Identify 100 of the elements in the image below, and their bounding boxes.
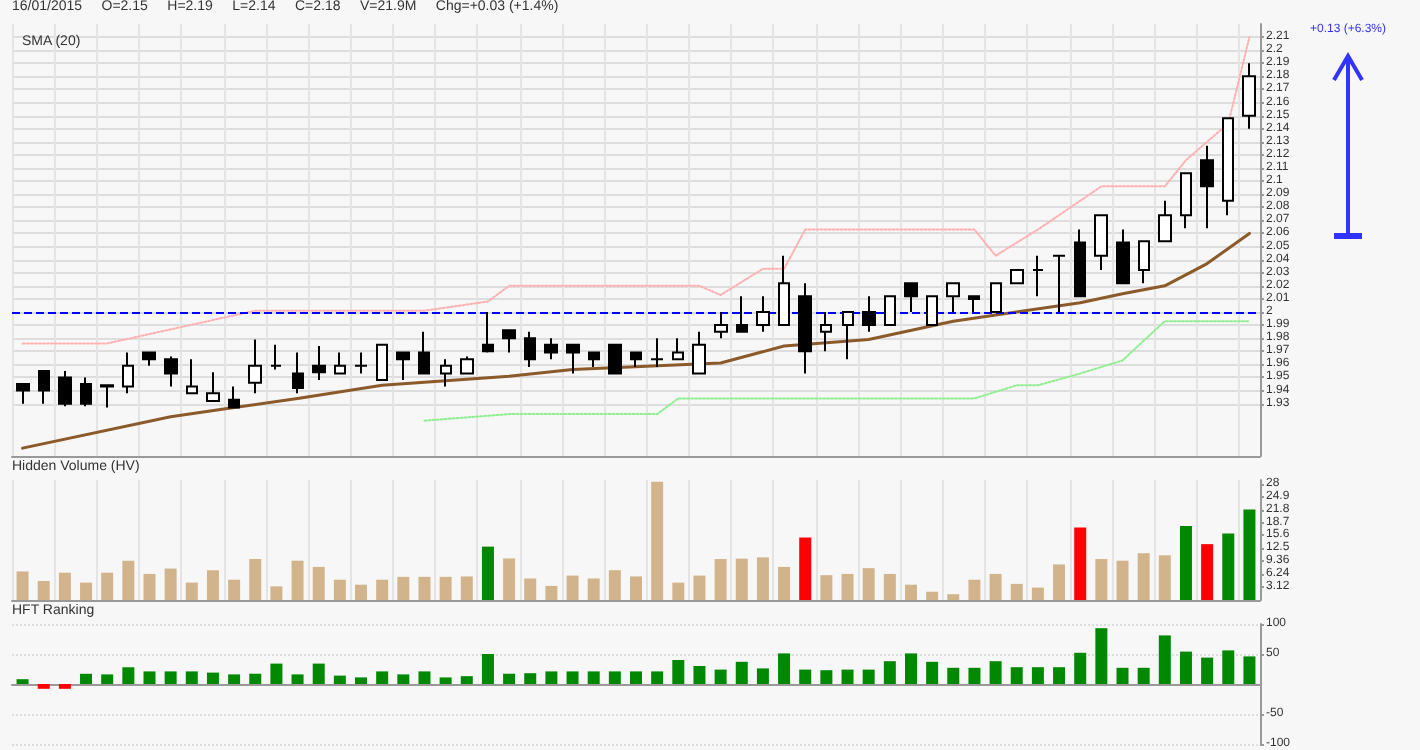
bar [672, 582, 685, 600]
bar [1074, 652, 1087, 684]
bar [397, 674, 410, 684]
bar [756, 668, 769, 684]
bar [460, 676, 473, 684]
candlestick [756, 295, 770, 333]
bar [1158, 635, 1171, 684]
candlestick [1158, 199, 1172, 243]
bar [291, 674, 304, 684]
bar [481, 546, 494, 600]
bar [862, 669, 875, 684]
bar [58, 572, 71, 600]
bar [1243, 656, 1256, 684]
bar [545, 585, 558, 600]
bar [503, 558, 516, 600]
bar [228, 579, 241, 600]
bar [1095, 628, 1108, 684]
bar [693, 666, 706, 684]
bar [164, 671, 177, 684]
candlestick [38, 369, 50, 405]
bar [80, 673, 93, 684]
candlestick [692, 330, 706, 375]
bar [206, 672, 219, 684]
candlestick [58, 369, 72, 408]
candlestick [248, 338, 262, 395]
candlestick [862, 295, 876, 333]
candlestick [630, 351, 642, 368]
bar [735, 661, 748, 684]
candlestick [1074, 228, 1086, 298]
bar [1053, 564, 1066, 600]
candlestick [1116, 228, 1130, 285]
bar [524, 578, 537, 600]
line-series [423, 320, 1251, 422]
candlestick [122, 351, 134, 395]
bar [524, 673, 537, 684]
bar [1222, 533, 1235, 600]
bar [228, 674, 241, 684]
bar [1116, 667, 1129, 684]
bar [333, 579, 346, 600]
bar [968, 579, 981, 600]
bar [1137, 553, 1150, 600]
candlestick [842, 311, 854, 361]
bar [143, 573, 156, 600]
candlestick [376, 343, 388, 382]
bar [566, 671, 579, 684]
bar [1179, 525, 1192, 600]
candlestick [714, 311, 728, 340]
bar [968, 667, 981, 684]
bar [820, 670, 833, 684]
bar [460, 576, 473, 600]
bar [1095, 559, 1108, 600]
candlestick [440, 358, 452, 388]
bar [185, 671, 198, 684]
bar [355, 677, 368, 684]
candlestick [524, 330, 536, 368]
candlestick [1010, 269, 1024, 285]
bar [883, 661, 896, 684]
bar [249, 673, 262, 684]
bar [735, 558, 748, 600]
bar [587, 578, 600, 600]
candlestick [1052, 254, 1066, 313]
candlestick [820, 311, 832, 353]
candlestick [460, 355, 474, 375]
candlestick [1222, 117, 1234, 217]
bar [503, 673, 516, 684]
candlestick [798, 282, 812, 375]
candlestick [1242, 62, 1256, 130]
candlestick [142, 351, 156, 367]
bar [333, 675, 346, 684]
candlestick [1138, 240, 1150, 285]
candlestick [1180, 172, 1192, 230]
bar [1179, 651, 1192, 684]
candlestick [100, 384, 114, 409]
candlestick [672, 337, 684, 361]
bar [1031, 667, 1044, 684]
line-series [21, 36, 1251, 345]
bar [439, 576, 452, 600]
bar [693, 575, 706, 600]
candlestick [502, 329, 516, 354]
line-series [21, 231, 1251, 450]
bar [481, 654, 494, 684]
bar [545, 671, 558, 684]
candlestick [312, 345, 326, 382]
candlestick [544, 337, 558, 361]
candlestick [16, 383, 30, 405]
candlestick [904, 282, 918, 313]
bar [630, 671, 642, 684]
candlestick [650, 337, 664, 368]
bar [672, 660, 685, 684]
candlestick [418, 330, 430, 375]
bar [904, 653, 917, 684]
bar [1116, 560, 1129, 600]
bar [206, 570, 219, 600]
bar [418, 671, 431, 684]
bar [143, 671, 156, 684]
bar [122, 560, 135, 600]
candlestick [164, 355, 178, 388]
bar [608, 671, 621, 684]
bar [249, 559, 262, 600]
bar [608, 570, 621, 600]
